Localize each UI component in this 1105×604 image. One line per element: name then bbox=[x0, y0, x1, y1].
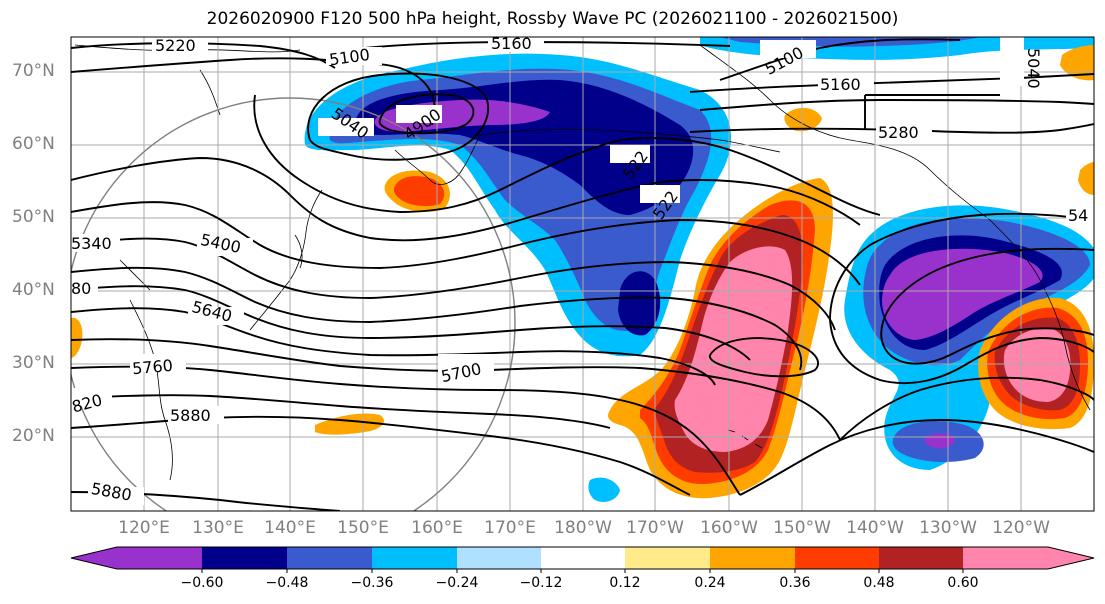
contour-522 bbox=[253, 94, 881, 216]
contour-5280 bbox=[689, 123, 1094, 134]
contour-5220 bbox=[71, 42, 336, 69]
colorbar-tick-label: −0.36 bbox=[350, 575, 394, 591]
colorbar-segment bbox=[879, 547, 963, 569]
colorbar-segment bbox=[963, 547, 1048, 569]
plot-frame bbox=[70, 36, 1095, 512]
colorbar-tick-label: 0.24 bbox=[694, 575, 726, 591]
contour-subtropical-east bbox=[839, 376, 1094, 441]
lat-label: 30°N bbox=[12, 353, 55, 373]
lon-label: 170°E bbox=[484, 518, 536, 538]
lon-label: 160°E bbox=[411, 518, 463, 538]
contour-5220-right bbox=[699, 99, 1094, 111]
colorbar-segment bbox=[541, 547, 625, 569]
contour-5160-right bbox=[689, 73, 1094, 93]
colorbar-outline bbox=[70, 546, 1095, 570]
lon-label: 140°E bbox=[264, 518, 316, 538]
coastline-aleutians bbox=[479, 128, 781, 153]
contour-5460 bbox=[71, 237, 836, 331]
contour-label: 5220 bbox=[155, 36, 196, 55]
contour-5040 bbox=[307, 72, 490, 161]
colorbar-segment bbox=[795, 547, 879, 569]
colorbar-tick-label: 0.12 bbox=[609, 575, 641, 591]
lon-label: 130°E bbox=[192, 518, 244, 538]
lat-label: 50°N bbox=[12, 207, 55, 227]
contour-5340 bbox=[71, 157, 861, 242]
colorbar-over-extension bbox=[1048, 547, 1094, 569]
contour-label: 5760 bbox=[131, 356, 173, 378]
colorbar-tick-label: 0.60 bbox=[947, 575, 979, 591]
coastline-japan bbox=[249, 189, 323, 331]
colorbar-segment bbox=[625, 547, 710, 569]
negative-anomaly-north-pacific bbox=[304, 53, 732, 357]
coastline-china bbox=[119, 259, 173, 481]
contour-5520 bbox=[71, 266, 803, 371]
colorbar-segment bbox=[457, 547, 541, 569]
contour-label: 5280 bbox=[878, 123, 919, 142]
coastline-alaska bbox=[699, 44, 991, 221]
lon-label: 170°W bbox=[626, 518, 684, 538]
range-circle bbox=[71, 97, 516, 511]
lon-label: 180°W bbox=[554, 518, 612, 538]
colorbar-segment bbox=[202, 547, 287, 569]
contour-label: 5160 bbox=[491, 34, 532, 53]
colorbar-segment bbox=[117, 547, 202, 569]
colorbar-segment bbox=[287, 547, 372, 569]
contour-5100-right bbox=[719, 38, 961, 81]
colorbar-tick-label: 0.48 bbox=[863, 575, 895, 591]
lat-label: 40°N bbox=[12, 280, 55, 300]
negative-anomaly-gulf-of-alaska bbox=[844, 205, 1094, 470]
map-title: 2026020900 F120 500 hPa height, Rossby W… bbox=[206, 9, 899, 29]
colorbar-segment bbox=[710, 547, 795, 569]
contour-east-trough-2 bbox=[880, 247, 1094, 365]
colorbar-tick-label: −0.48 bbox=[265, 575, 309, 591]
contour-label: 80 bbox=[71, 279, 91, 298]
lon-label: 140°W bbox=[846, 518, 904, 538]
colorbar-segment bbox=[372, 547, 457, 569]
colorbar-tick-label: −0.60 bbox=[180, 575, 224, 591]
lon-label: 150°W bbox=[773, 518, 831, 538]
colorbar bbox=[70, 546, 1095, 573]
contour-label: 5160 bbox=[820, 75, 861, 94]
coastline-kamchatka bbox=[394, 134, 481, 185]
contour-label: 5040 bbox=[1024, 48, 1043, 89]
map-plot-area: 5220 5100 5160 5100 5160 5280 4900 5040 … bbox=[71, 34, 1094, 511]
contour-4900 bbox=[378, 93, 475, 135]
contour-5400 bbox=[71, 201, 861, 286]
contour-closed-high bbox=[709, 337, 820, 378]
lat-label: 60°N bbox=[12, 134, 55, 154]
lon-label: 120°W bbox=[992, 518, 1050, 538]
contour-5640 bbox=[71, 307, 716, 386]
colorbar-tick-label: −0.24 bbox=[435, 575, 479, 591]
lon-label: 160°W bbox=[700, 518, 758, 538]
colorbar-tick-label: −0.12 bbox=[519, 575, 563, 591]
colorbar-under-extension bbox=[71, 547, 117, 569]
colorbar-tick-label: 0.36 bbox=[779, 575, 811, 591]
contour-east-trough bbox=[829, 212, 1094, 385]
lon-label: 150°E bbox=[337, 518, 389, 538]
lon-label: 130°W bbox=[919, 518, 977, 538]
lat-label: 70°N bbox=[12, 61, 55, 81]
contour-5820 bbox=[71, 394, 611, 429]
contour-subtropical-east-2 bbox=[739, 419, 1094, 496]
graticule bbox=[71, 37, 1094, 511]
contour-5280-box bbox=[864, 94, 1000, 130]
lat-label: 20°N bbox=[12, 426, 55, 446]
lon-label: 120°E bbox=[118, 518, 170, 538]
contour-5580 bbox=[71, 285, 751, 361]
contour-label: 54 bbox=[1068, 206, 1088, 225]
contour-5760 bbox=[71, 365, 741, 496]
contour-label: 5340 bbox=[71, 234, 112, 253]
contour-label: 5880 bbox=[170, 406, 211, 425]
